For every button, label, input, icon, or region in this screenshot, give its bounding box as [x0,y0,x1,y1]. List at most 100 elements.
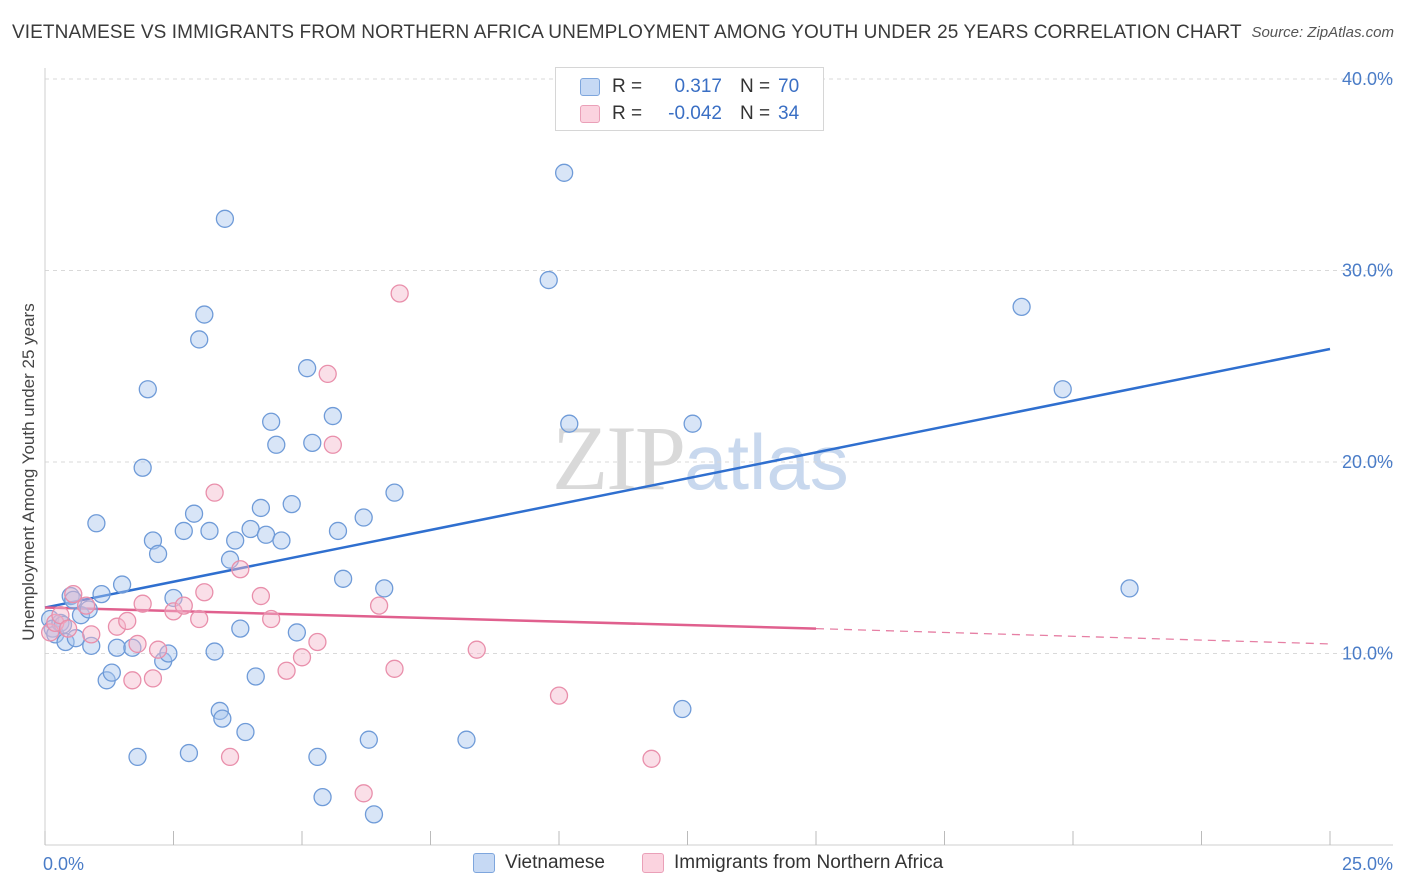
vietnamese-point [241,519,260,539]
chart-title: VIETNAMESE VS IMMIGRANTS FROM NORTHERN A… [12,22,1242,43]
immigrant-point [354,784,373,803]
immigrant-point [308,632,327,652]
immigrant-point [323,435,342,454]
legend-row-immigrants: R = -0.042 N = 34 [580,101,799,127]
series-swatch-pink [642,853,664,873]
correlation-legend: R = 0.317 N = 70 R = -0.042 N = 34 [555,67,824,131]
immigrant-point [164,602,183,621]
legend-swatch-pink [580,105,600,123]
immigrant-point [292,648,312,667]
vietnamese-point [92,584,111,604]
immigrant-point [220,747,240,767]
immigrant-point [174,596,193,615]
immigrant-point [64,584,83,604]
y-axis-label: Unemployment Among Youth under 25 years [19,303,38,640]
vietnamese-point [1120,579,1139,598]
immigrant-point [318,364,337,384]
immigrant-point [133,594,152,613]
immigrant-point [40,623,60,642]
axis-labels: 10.0% 20.0% 30.0% 40.0% 0.0% 25.0% Unemploymen… [19,69,1393,874]
legend-r-label: R = [612,76,643,97]
source-credit: Source: ZipAtlas.com [1251,24,1394,41]
x-tick-label: 0.0% [43,854,84,874]
vietnamese-point [138,380,157,399]
data-points [40,163,1139,824]
vietnamese-point [673,699,692,719]
vietnamese-point [1053,380,1072,399]
vietnamese-point [205,642,224,661]
series-legend-vietnamese: Vietnamese [473,852,605,874]
vietnamese-point [554,163,574,182]
vietnamese-point [282,494,301,514]
vietnamese-point [328,521,348,541]
y-tick-label: 40.0% [1342,69,1393,89]
vietnamese-trend-line [44,347,1331,609]
vietnamese-point [457,730,476,749]
vietnamese-point [102,663,121,682]
immigrant-point [642,749,661,768]
immigrant-point [277,661,296,680]
legend-n-value: 34 [778,103,800,124]
vietnamese-point [112,575,132,594]
immigrant-point [190,609,209,629]
immigrant-point [467,640,486,659]
vietnamese-point [1012,297,1031,317]
vietnamese-point [56,632,75,652]
axes [44,68,1393,846]
immigrant-point [390,284,409,303]
series-legend-label: Vietnamese [505,852,605,873]
vietnamese-point [354,508,373,527]
vietnamese-point [683,414,702,433]
vietnamese-point [148,544,168,564]
vietnamese-point [164,588,183,608]
vietnamese-point [364,805,384,824]
series-swatch-blue [473,853,495,873]
vietnamese-point [303,433,322,453]
immigrant-point [82,625,101,644]
y-tick-label: 20.0% [1342,452,1393,472]
vietnamese-point [308,747,327,767]
immigrant-point [549,686,569,705]
vietnamese-point [87,514,106,533]
legend-r-value: -0.042 [668,103,722,124]
series-legend-immigrants: Immigrants from Northern Africa [642,852,943,874]
vietnamese-point [200,521,219,541]
vietnamese-point [213,709,232,728]
vietnamese-point [272,531,291,550]
vietnamese-point [143,531,163,550]
vietnamese-point [195,305,214,324]
series-legend-label: Immigrants from Northern Africa [674,852,944,873]
legend-n-value: 70 [778,76,800,97]
immigrant-point [385,659,404,678]
vietnamese-point [246,667,265,686]
vietnamese-point [159,644,178,663]
vietnamese-point [539,270,558,290]
legend-n-label: N = [740,103,771,124]
immigrant-point [148,640,168,659]
vietnamese-point [359,730,378,749]
immigrant-point [262,609,281,629]
vietnamese-point [262,412,281,431]
vietnamese-point [179,743,199,763]
immigrant-point [123,671,142,690]
immigrant-point [231,560,250,579]
vietnamese-point [323,406,342,426]
immigrant-point [143,669,163,688]
x-tick-label: 25.0% [1342,854,1393,874]
vietnamese-point [256,525,276,544]
immigrant-point [195,583,214,602]
legend-row-vietnamese: R = 0.317 N = 70 [580,74,799,100]
vietnamese-point [107,638,127,657]
vietnamese-point [333,569,353,588]
legend-swatch-blue [580,78,600,96]
y-tick-label: 10.0% [1342,644,1393,664]
legend-r-value: 0.317 [674,76,722,97]
vietnamese-point [174,521,193,541]
legend-r-label: R = [612,103,643,124]
immigrant-point [58,619,78,638]
vietnamese-point [313,787,332,807]
vietnamese-point [133,458,152,477]
vietnamese-point [128,747,147,767]
vietnamese-point [215,209,235,228]
